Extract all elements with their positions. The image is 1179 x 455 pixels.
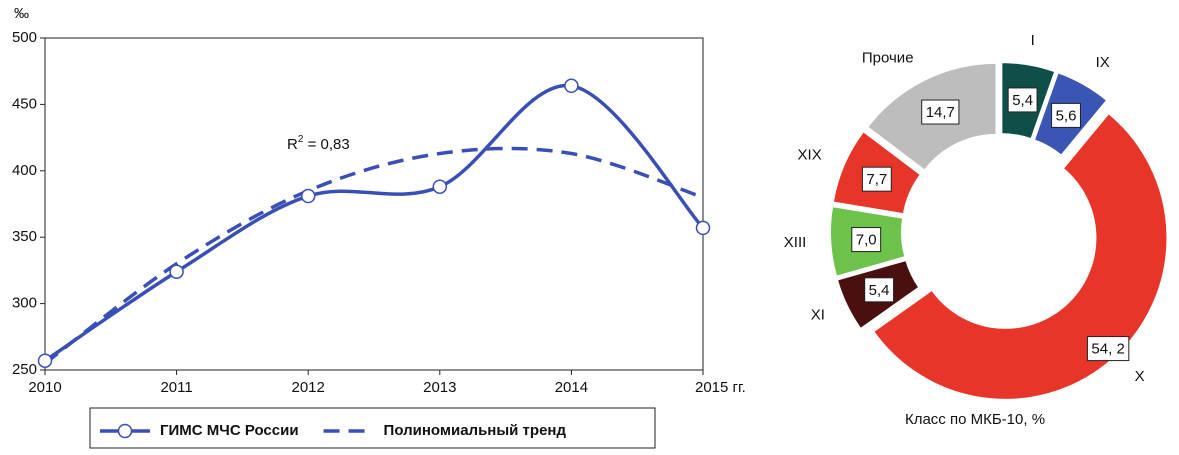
point-marker bbox=[300, 188, 316, 204]
point-marker bbox=[695, 220, 711, 236]
donut-title: Класс по МКБ-10, % bbox=[905, 411, 1045, 428]
value-label: 5,6 bbox=[1056, 107, 1077, 124]
category-label: I bbox=[1031, 32, 1035, 49]
y-tick-label: 500 bbox=[12, 29, 37, 46]
category-label: XI bbox=[811, 307, 825, 324]
x-tick-label: 2012 bbox=[292, 379, 325, 396]
value-label: 5,4 bbox=[1012, 92, 1033, 109]
series-line bbox=[44, 84, 705, 363]
y-tick-label: 350 bbox=[12, 228, 37, 245]
value-label: 7,0 bbox=[856, 232, 877, 249]
value-label-box bbox=[1051, 102, 1081, 128]
annotation-part: = 0,83 bbox=[303, 136, 349, 153]
value-label-box bbox=[921, 99, 960, 125]
point-marker bbox=[169, 264, 184, 279]
y-tick-label: 400 bbox=[12, 162, 37, 179]
y-axis-label: ‰ bbox=[14, 5, 29, 22]
annotation: R2 = 0,83 bbox=[287, 134, 350, 153]
point-marker bbox=[564, 78, 579, 94]
value-label-box bbox=[1086, 336, 1130, 362]
point-marker bbox=[37, 353, 53, 368]
point-marker bbox=[432, 179, 448, 194]
legend-label: ГИМС МЧС России bbox=[160, 422, 299, 439]
legend-marker bbox=[117, 423, 133, 439]
value-label-box bbox=[851, 227, 882, 253]
category-label: XIX bbox=[798, 146, 822, 163]
legend-box bbox=[89, 407, 656, 449]
legend-label: Полиномиальный тренд bbox=[384, 422, 567, 439]
value-label-box bbox=[864, 277, 895, 303]
value-label: 5,4 bbox=[869, 282, 890, 299]
value-label-box bbox=[1007, 87, 1038, 113]
annotation-part: R bbox=[287, 136, 298, 153]
category-label: XIII bbox=[784, 234, 807, 251]
category-label: X bbox=[1135, 368, 1145, 385]
plot-area bbox=[44, 37, 704, 371]
value-label: 54, 2 bbox=[1091, 341, 1124, 358]
x-tick-label: 2013 bbox=[423, 379, 456, 396]
x-tick-label: 2011 bbox=[160, 379, 192, 396]
x-tick-label: 2015 гг. bbox=[695, 379, 746, 396]
value-label-box bbox=[861, 166, 892, 192]
value-label: 7,7 bbox=[866, 171, 887, 188]
annotation-part: 2 bbox=[298, 134, 304, 145]
x-tick-label: 2010 bbox=[28, 379, 61, 396]
x-tick-label: 2014 bbox=[555, 379, 588, 396]
y-tick-label: 450 bbox=[12, 95, 37, 112]
category-label: Прочие bbox=[862, 49, 914, 66]
donut-segment bbox=[871, 111, 1169, 401]
value-label: 14,7 bbox=[926, 104, 955, 121]
y-tick-label: 300 bbox=[12, 295, 37, 312]
y-tick-label: 250 bbox=[12, 361, 37, 378]
category-label: IX bbox=[1096, 54, 1110, 71]
series-line bbox=[43, 146, 704, 365]
